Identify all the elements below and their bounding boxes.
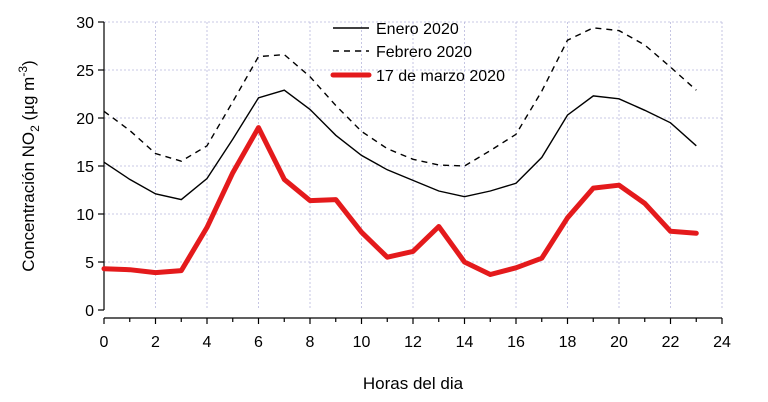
x-tick-label: 6 [254, 334, 263, 351]
series-line-2 [103, 27, 697, 167]
series-line-1 [103, 89, 697, 201]
series-line-3 [101, 125, 699, 277]
x-tick-label: 16 [507, 334, 525, 351]
x-tick-label: 22 [662, 334, 680, 351]
legend-label-2: Febrero 2020 [376, 44, 472, 61]
x-tick-label: 14 [456, 334, 474, 351]
x-tick-label: 0 [100, 334, 109, 351]
y-tick-label: 30 [76, 15, 94, 32]
x-tick-label: 20 [610, 334, 628, 351]
x-tick-label: 10 [353, 334, 371, 351]
legend-label-1: Enero 2020 [376, 21, 459, 38]
y-axis-label-prefix: Concentración NO [19, 132, 38, 272]
x-tick-label: 4 [203, 334, 212, 351]
y-axis-label: Concentración NO2 (µg m-3) [16, 60, 42, 271]
y-axis-label-superscript: -3 [16, 66, 30, 77]
y-axis-label-units-close: ) [19, 60, 38, 66]
x-tick-label: 2 [151, 334, 160, 351]
x-tick-label: 12 [404, 334, 422, 351]
series-lines [101, 27, 699, 277]
y-tick-label: 0 [85, 303, 94, 320]
x-axis-label: Horas del dia [363, 374, 464, 393]
y-axis-label-units-open: (µg m [19, 77, 38, 126]
x-tick-label: 24 [713, 334, 731, 351]
y-tick-label: 25 [76, 63, 94, 80]
y-tick-label: 5 [85, 255, 94, 272]
legend: Enero 2020 Febrero 2020 17 de marzo 2020 [330, 21, 505, 85]
y-tick-label: 15 [76, 159, 94, 176]
y-tick-label: 20 [76, 111, 94, 128]
legend-label-3: 17 de marzo 2020 [376, 68, 505, 85]
y-axis-label-subscript: 2 [28, 125, 42, 132]
grid [104, 21, 723, 310]
x-tick-label: 8 [306, 334, 315, 351]
x-tick-label: 18 [559, 334, 577, 351]
y-tick-label: 10 [76, 207, 94, 224]
